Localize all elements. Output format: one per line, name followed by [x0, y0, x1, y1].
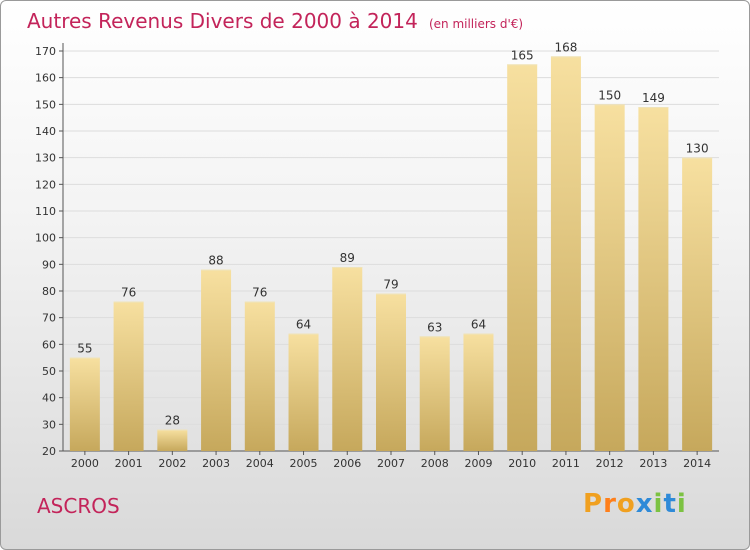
bar-2014 — [682, 157, 713, 451]
y-tick-label: 70 — [42, 312, 56, 325]
logo-letter: i — [653, 489, 664, 519]
bar-2009 — [463, 333, 494, 451]
value-label: 55 — [77, 342, 92, 356]
x-tick-label: 2014 — [683, 457, 711, 470]
value-label: 79 — [383, 278, 398, 292]
value-label: 168 — [554, 40, 577, 54]
value-label: 63 — [427, 320, 442, 334]
x-tick-label: 2013 — [639, 457, 667, 470]
bar-2000 — [69, 357, 100, 451]
value-label: 150 — [598, 88, 621, 102]
value-label: 28 — [165, 414, 180, 428]
bar-2002 — [157, 429, 188, 451]
logo-letter: x — [635, 489, 654, 519]
x-tick-label: 2002 — [158, 457, 186, 470]
bar-2007 — [376, 293, 406, 451]
value-label: 64 — [296, 318, 311, 332]
x-tick-label: 2012 — [596, 457, 624, 470]
x-tick-label: 2003 — [202, 457, 230, 470]
chart-title-text: Autres Revenus Divers de 2000 à 2014 — [27, 9, 418, 33]
x-tick-label: 2011 — [552, 457, 580, 470]
y-tick-label: 160 — [35, 72, 56, 85]
x-tick-label: 2009 — [464, 457, 492, 470]
value-label: 88 — [208, 254, 223, 268]
bar-2011 — [550, 56, 581, 451]
logo-letter: o — [616, 489, 636, 519]
bar-2010 — [507, 64, 538, 452]
y-tick-label: 170 — [35, 45, 56, 58]
y-tick-label: 80 — [42, 285, 56, 298]
y-tick-label: 140 — [35, 125, 56, 138]
y-tick-label: 100 — [35, 232, 56, 245]
value-label: 165 — [511, 48, 534, 62]
y-tick-label: 60 — [42, 338, 56, 351]
bar-2012 — [594, 104, 625, 451]
bar-2004 — [244, 301, 275, 451]
x-tick-label: 2006 — [333, 457, 361, 470]
y-tick-label: 90 — [42, 258, 56, 271]
logo-letter: r — [603, 489, 617, 519]
value-label: 130 — [686, 142, 709, 156]
label-layer: 55 76 28 88 76 64 89 79 63 64 165 168 150 149 130 — [77, 40, 708, 427]
logo-letter: P — [583, 489, 604, 519]
x-tick-label: 2004 — [246, 457, 274, 470]
x-tick-label: 2000 — [71, 457, 99, 470]
chart-unit: (en milliers d'€) — [428, 17, 524, 31]
x-tick-label: 2010 — [508, 457, 536, 470]
x-tick-label: 2008 — [421, 457, 449, 470]
bar-layer — [69, 56, 713, 452]
value-label: 89 — [340, 251, 355, 265]
y-tick-label: 120 — [35, 178, 56, 191]
y-tick-label: 30 — [42, 418, 56, 431]
x-tick-label: 2001 — [115, 457, 143, 470]
logo-letter: t — [663, 489, 677, 519]
y-tick-label: 40 — [42, 392, 56, 405]
town-name: ASCROS — [37, 494, 120, 518]
chart-title: Autres Revenus Divers de 2000 à 2014 (en… — [27, 9, 523, 33]
value-label: 64 — [471, 318, 486, 332]
bar-2003 — [201, 269, 232, 451]
proxiti-logo[interactable]: Proxiti — [583, 489, 687, 519]
y-tick-label: 20 — [42, 445, 56, 458]
bar-2006 — [332, 267, 363, 451]
bar-2008 — [419, 336, 450, 451]
y-tick-label: 150 — [35, 98, 56, 111]
x-tick-label: 2007 — [377, 457, 405, 470]
y-tick-label: 110 — [35, 205, 56, 218]
value-label: 76 — [121, 286, 136, 300]
bar-2013 — [638, 107, 669, 451]
value-label: 76 — [252, 286, 267, 300]
bar-2001 — [113, 301, 144, 451]
value-label: 149 — [642, 91, 665, 105]
y-tick-label: 50 — [42, 365, 56, 378]
x-tick-label: 2005 — [290, 457, 318, 470]
y-tick-label: 130 — [35, 152, 56, 165]
bar-2005 — [288, 333, 319, 451]
logo-letter: i — [676, 489, 687, 519]
